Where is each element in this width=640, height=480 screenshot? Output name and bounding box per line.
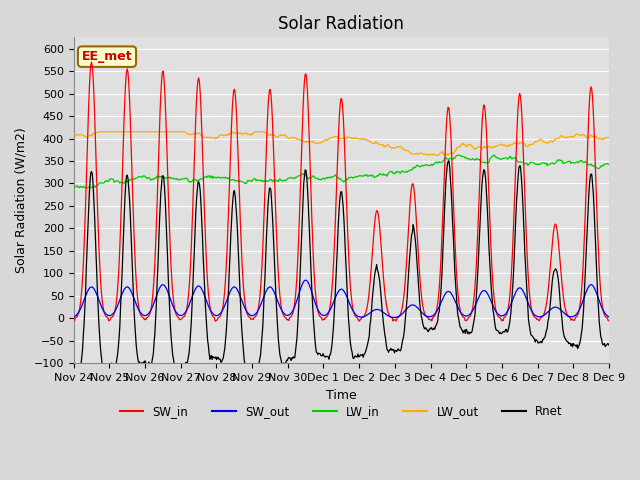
Legend: SW_in, SW_out, LW_in, LW_out, Rnet: SW_in, SW_out, LW_in, LW_out, Rnet	[115, 400, 568, 423]
Y-axis label: Solar Radiation (W/m2): Solar Radiation (W/m2)	[15, 128, 28, 273]
Title: Solar Radiation: Solar Radiation	[278, 15, 404, 33]
Text: EE_met: EE_met	[82, 50, 132, 63]
X-axis label: Time: Time	[326, 389, 356, 402]
